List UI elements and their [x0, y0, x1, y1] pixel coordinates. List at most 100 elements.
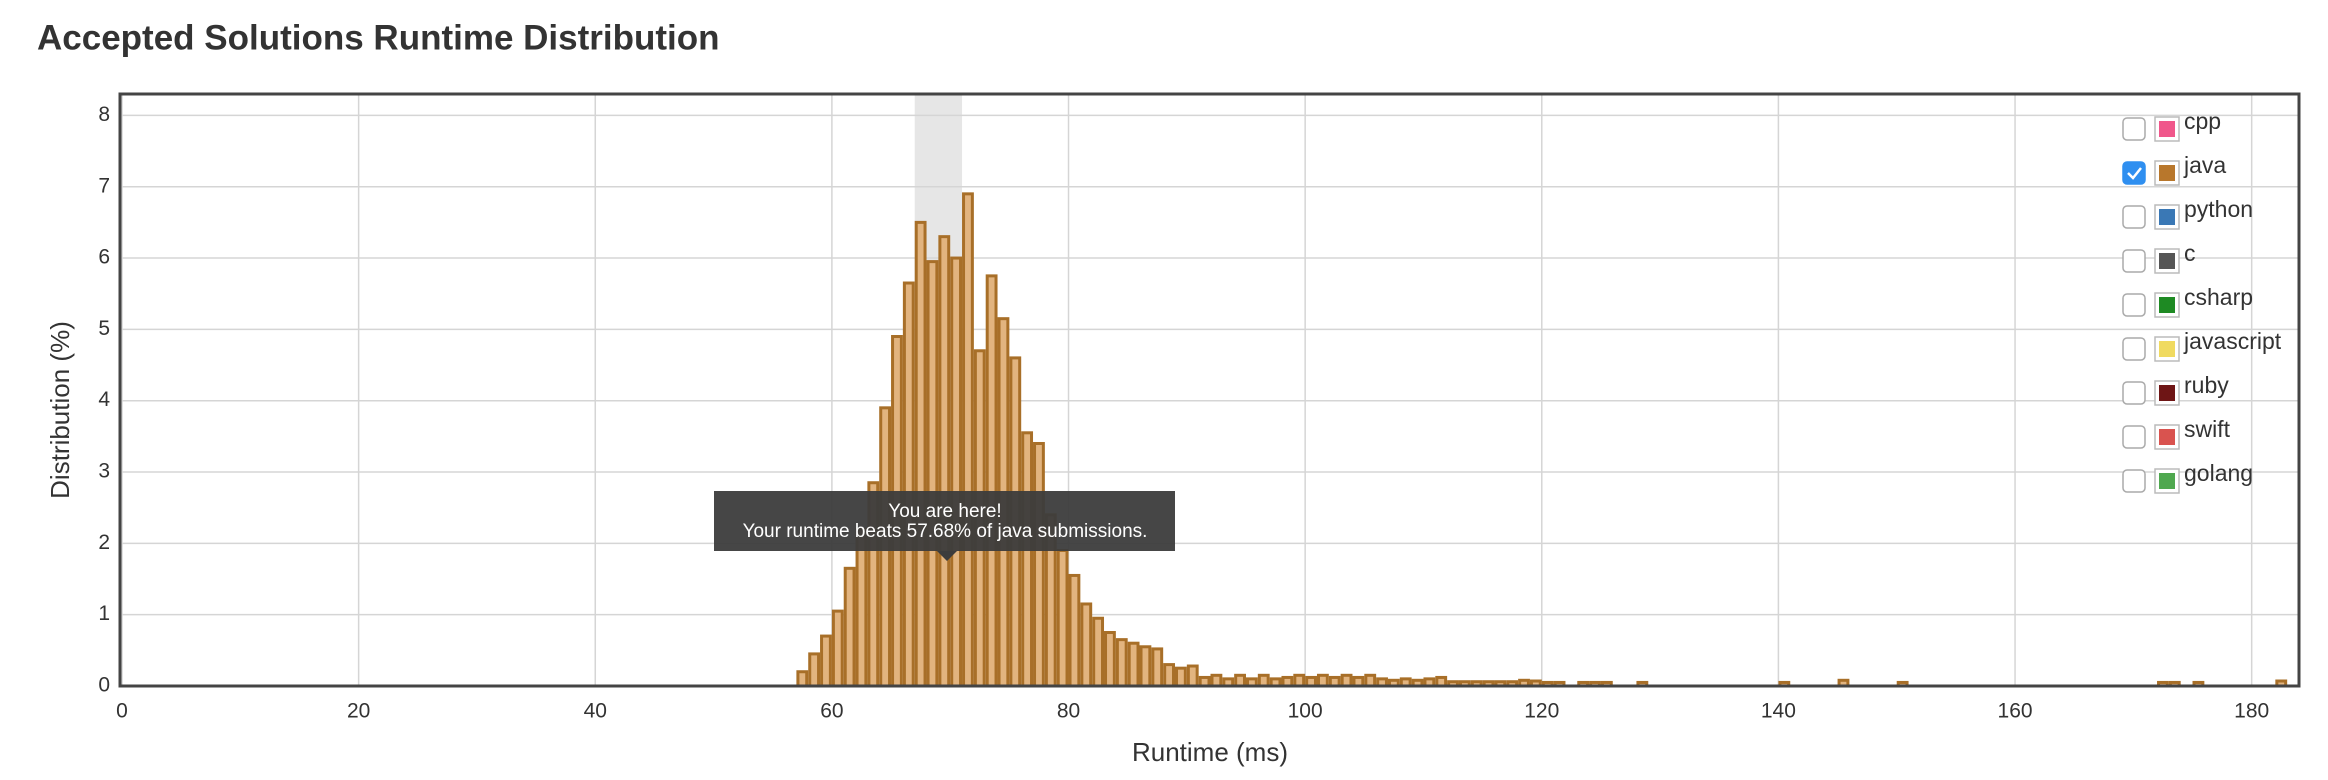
y-tick-label: 6: [98, 246, 110, 269]
legend-item[interactable]: javascript: [2122, 328, 2282, 362]
legend-label: python: [2184, 196, 2253, 222]
bar: [1340, 673, 1353, 688]
legend-label: javascript: [2183, 328, 2282, 354]
bar: [1127, 641, 1140, 688]
bar: [843, 566, 856, 688]
checkbox[interactable]: [2122, 381, 2146, 405]
x-tick-label: 40: [584, 700, 607, 723]
legend-label: golang: [2184, 460, 2253, 486]
bar: [926, 260, 939, 688]
x-tick-label: 120: [1524, 700, 1559, 723]
y-tick-label: 1: [98, 602, 110, 625]
legend-swatch: [2159, 165, 2175, 181]
bar: [1056, 548, 1069, 688]
bar: [1115, 638, 1128, 688]
bar: [1293, 673, 1306, 688]
bar: [1234, 673, 1246, 688]
bar: [902, 281, 915, 688]
tooltip-arrow: [937, 551, 957, 561]
legend-swatch: [2159, 429, 2175, 445]
bar: [950, 256, 963, 688]
x-tick-label: 160: [1998, 700, 2033, 723]
y-tick-label: 5: [98, 317, 110, 340]
bar: [1210, 673, 1223, 688]
bar: [1257, 673, 1270, 688]
bar: [1021, 431, 1034, 688]
legend-label: java: [2183, 152, 2226, 178]
plot-frame: [118, 92, 2301, 688]
checkbox[interactable]: [2122, 469, 2146, 493]
checkbox[interactable]: [2122, 117, 2146, 141]
bar: [1104, 631, 1116, 688]
bar: [1316, 673, 1329, 688]
legend-swatch: [2159, 473, 2175, 489]
y-axis-label: Distribution (%): [45, 321, 75, 499]
bar: [938, 235, 951, 688]
bar: [1068, 573, 1081, 688]
legend-label: ruby: [2184, 372, 2229, 398]
legend-swatch: [2159, 209, 2175, 225]
legend-item[interactable]: swift: [2122, 416, 2231, 450]
bar: [1151, 647, 1164, 688]
legend-label: c: [2184, 240, 2196, 266]
bar: [985, 274, 998, 688]
legend-swatch: [2159, 341, 2175, 357]
checkbox[interactable]: [2122, 337, 2146, 361]
legend-item[interactable]: golang: [2122, 460, 2253, 494]
x-tick-label: 80: [1057, 700, 1080, 723]
x-tick-label: 0: [116, 700, 128, 723]
check-mark: [2127, 167, 2142, 180]
x-tick-label: 20: [347, 700, 370, 723]
bar: [1033, 441, 1045, 688]
checkbox[interactable]: [2122, 293, 2146, 317]
legend-item[interactable]: ruby: [2122, 372, 2229, 406]
legend-swatch: [2159, 121, 2175, 137]
y-tick-label: 0: [98, 674, 110, 697]
tooltip-text: You are here!: [888, 501, 1001, 522]
checkbox[interactable]: [2122, 249, 2146, 273]
bar: [808, 652, 821, 688]
x-tick-label: 60: [820, 700, 843, 723]
y-tick-label: 3: [98, 460, 110, 483]
legend-item[interactable]: cpp: [2122, 108, 2221, 142]
bar: [1080, 602, 1093, 688]
checkbox[interactable]: [2122, 205, 2146, 229]
bar: [1175, 666, 1187, 688]
checkbox[interactable]: [2122, 161, 2146, 185]
legend-item[interactable]: csharp: [2122, 284, 2253, 318]
bar: [796, 670, 809, 688]
y-tick-label: 2: [98, 531, 110, 554]
bar: [855, 527, 868, 688]
tooltip-text: Your runtime beats 57.68% of java submis…: [743, 521, 1148, 542]
x-tick-label: 100: [1288, 700, 1323, 723]
tooltip: You are here!Your runtime beats 57.68% o…: [714, 491, 1175, 561]
bar: [820, 634, 832, 688]
bar: [1092, 616, 1105, 688]
legend-swatch: [2159, 297, 2175, 313]
bar: [1186, 664, 1199, 688]
bar: [1139, 645, 1152, 688]
bar: [1364, 673, 1377, 688]
legend-swatch: [2159, 385, 2175, 401]
legend-item[interactable]: python: [2122, 196, 2253, 230]
legend-swatch: [2159, 253, 2175, 269]
chart-title: Accepted Solutions Runtime Distribution: [37, 18, 720, 57]
x-axis-label: Runtime (ms): [1132, 737, 1288, 767]
checkbox[interactable]: [2122, 425, 2146, 449]
y-tick-label: 8: [98, 103, 110, 126]
bar: [1163, 663, 1176, 688]
bar: [831, 609, 844, 688]
tooltip-box: [714, 491, 1175, 551]
legend-item[interactable]: java: [2122, 152, 2226, 186]
y-tick-label: 4: [98, 388, 110, 411]
bar: [962, 192, 974, 688]
legend-item[interactable]: c: [2122, 240, 2196, 274]
bar: [914, 220, 927, 688]
legend-label: csharp: [2184, 284, 2253, 310]
x-tick-label: 180: [2234, 700, 2269, 723]
legend-label: cpp: [2184, 108, 2221, 134]
y-tick-label: 7: [98, 174, 110, 197]
legend-label: swift: [2184, 416, 2231, 442]
